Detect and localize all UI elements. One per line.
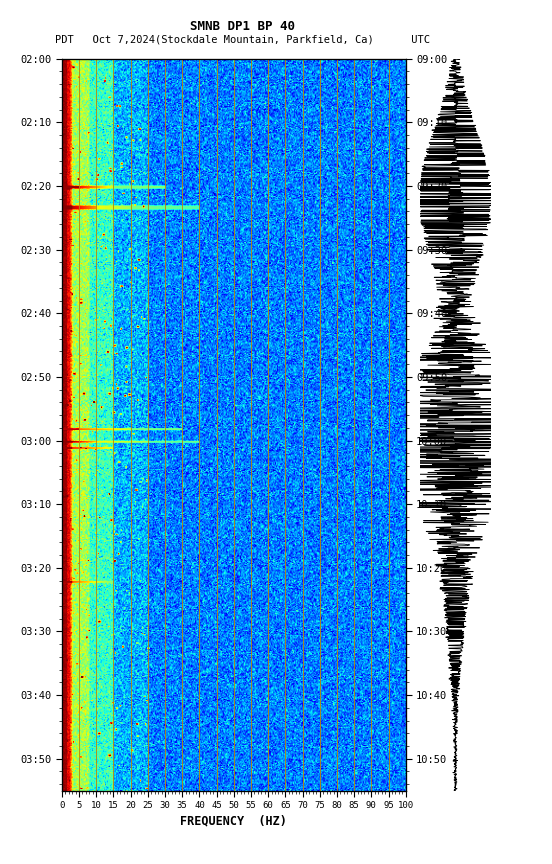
- X-axis label: FREQUENCY  (HZ): FREQUENCY (HZ): [181, 814, 287, 827]
- Text: SMNB DP1 BP 40: SMNB DP1 BP 40: [190, 20, 295, 33]
- Text: PDT   Oct 7,2024(Stockdale Mountain, Parkfield, Ca)      UTC: PDT Oct 7,2024(Stockdale Mountain, Parkf…: [55, 35, 431, 45]
